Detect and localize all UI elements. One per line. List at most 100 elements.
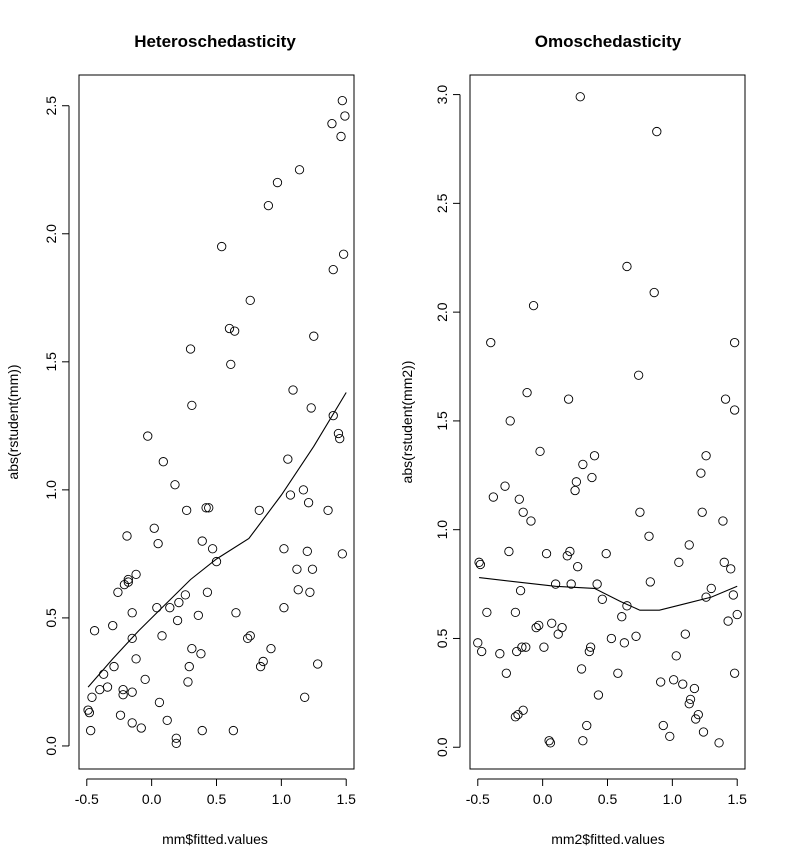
data-point xyxy=(510,607,521,618)
x-tick-label: 1.5 xyxy=(727,791,747,807)
plot-area xyxy=(473,92,742,748)
data-point xyxy=(696,468,706,478)
data-point xyxy=(570,485,580,496)
data-point xyxy=(652,126,662,137)
data-point xyxy=(84,708,95,718)
data-point xyxy=(140,674,150,685)
plot-frame xyxy=(78,74,355,770)
data-point xyxy=(678,679,688,689)
data-point xyxy=(305,587,315,597)
data-point xyxy=(283,454,293,464)
data-point xyxy=(510,712,521,722)
data-point xyxy=(187,400,197,411)
data-point xyxy=(263,200,274,211)
data-point xyxy=(587,472,597,483)
data-point xyxy=(563,394,574,404)
data-point xyxy=(131,654,141,664)
data-point xyxy=(197,725,207,736)
data-point xyxy=(102,682,113,692)
y-tick-label: 2.5 xyxy=(434,193,450,213)
plot-area xyxy=(83,95,350,749)
data-point xyxy=(288,385,298,395)
data-point xyxy=(515,585,526,596)
data-point xyxy=(89,626,100,636)
x-tick-label: -0.5 xyxy=(466,791,490,807)
data-point xyxy=(669,675,679,685)
data-point xyxy=(631,631,641,641)
data-point xyxy=(211,556,222,567)
x-axis-label: mm2$fitted.values xyxy=(551,831,665,847)
data-point xyxy=(535,446,545,457)
panel-heteroschedasticity: Heteroschedasticity mm$fitted.values abs… xyxy=(5,32,356,847)
y-tick-label: 0.5 xyxy=(434,629,450,649)
data-point xyxy=(224,323,235,334)
data-point xyxy=(293,585,303,595)
data-point xyxy=(153,538,163,549)
data-point xyxy=(152,603,162,613)
smooth-line xyxy=(479,577,738,611)
x-tick-label: 1.5 xyxy=(336,791,356,807)
data-point xyxy=(184,661,194,672)
data-point xyxy=(328,264,338,275)
data-point xyxy=(732,609,742,620)
data-point xyxy=(518,507,528,517)
data-point xyxy=(108,620,118,631)
data-point xyxy=(613,668,623,678)
data-point xyxy=(113,587,123,597)
data-point xyxy=(298,485,309,495)
data-point xyxy=(182,505,192,516)
data-point xyxy=(323,505,333,516)
data-point xyxy=(313,659,323,669)
data-point xyxy=(547,618,557,628)
data-point xyxy=(109,661,119,672)
x-tick-label: -0.5 xyxy=(75,791,99,807)
data-point xyxy=(187,643,197,654)
data-point xyxy=(541,548,552,559)
y-tick-label: 2.5 xyxy=(43,96,59,116)
data-point xyxy=(528,300,539,311)
data-point xyxy=(335,433,345,444)
data-point xyxy=(201,503,211,513)
data-point xyxy=(685,694,696,705)
data-point xyxy=(573,562,583,572)
y-axis: 0.0 0.5 1.0 1.5 2.0 2.5 xyxy=(43,96,70,756)
data-point xyxy=(285,490,296,500)
data-point xyxy=(617,612,627,622)
data-point xyxy=(495,649,505,659)
data-point xyxy=(294,165,305,175)
data-point xyxy=(170,480,180,490)
data-point xyxy=(665,731,675,742)
data-point xyxy=(575,92,585,102)
data-point xyxy=(123,574,133,585)
plot-frame xyxy=(469,74,746,770)
y-tick-label: 1.0 xyxy=(43,480,59,500)
data-point xyxy=(292,564,302,574)
data-point xyxy=(172,615,183,626)
data-point xyxy=(197,536,207,546)
data-point xyxy=(582,720,592,731)
y-tick-label: 0.0 xyxy=(43,736,59,756)
data-point xyxy=(571,477,582,487)
x-axis: -0.5 0.0 0.5 1.0 1.5 xyxy=(466,778,747,807)
data-point xyxy=(340,111,350,121)
data-point xyxy=(193,610,203,620)
y-tick-label: 1.5 xyxy=(43,352,59,372)
data-point xyxy=(501,668,511,678)
data-point xyxy=(255,661,266,672)
chart-title: Heteroschedasticity xyxy=(134,32,296,51)
y-tick-label: 1.0 xyxy=(434,520,450,540)
data-point xyxy=(307,564,318,574)
data-point xyxy=(328,410,338,421)
data-point xyxy=(649,287,659,298)
y-axis-label: abs(rstudent(mm2)) xyxy=(399,361,415,484)
x-tick-label: 0.0 xyxy=(533,791,553,807)
data-point xyxy=(550,579,561,589)
data-point xyxy=(726,564,736,574)
data-point xyxy=(157,631,167,641)
data-point xyxy=(302,546,312,556)
chart-title: Omoschedasticity xyxy=(535,32,682,51)
data-point xyxy=(180,590,191,600)
data-point xyxy=(254,505,264,516)
data-point xyxy=(578,459,588,470)
data-point xyxy=(228,725,239,736)
